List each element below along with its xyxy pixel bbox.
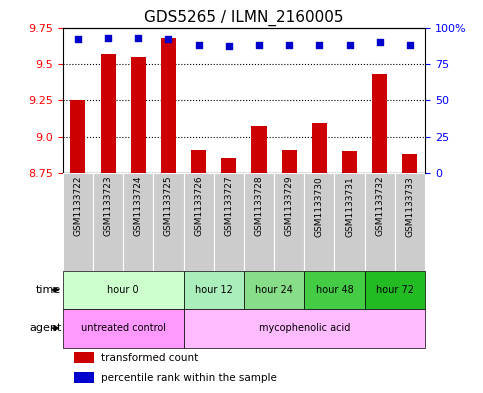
Text: time: time xyxy=(36,285,61,295)
Bar xyxy=(312,123,327,173)
Text: GSM1133730: GSM1133730 xyxy=(315,176,324,237)
Bar xyxy=(100,54,115,173)
Bar xyxy=(131,57,146,173)
Bar xyxy=(191,150,206,173)
Point xyxy=(195,42,202,48)
Bar xyxy=(252,127,267,173)
Text: hour 72: hour 72 xyxy=(376,285,414,295)
Bar xyxy=(154,173,184,271)
Text: hour 12: hour 12 xyxy=(195,285,233,295)
Text: GSM1133724: GSM1133724 xyxy=(134,176,143,236)
Bar xyxy=(71,100,85,173)
Bar xyxy=(63,309,184,348)
Bar xyxy=(123,173,154,271)
Title: GDS5265 / ILMN_2160005: GDS5265 / ILMN_2160005 xyxy=(144,10,344,26)
Bar xyxy=(365,271,425,309)
Text: untreated control: untreated control xyxy=(81,323,166,333)
Bar xyxy=(244,173,274,271)
Bar xyxy=(342,151,357,173)
Bar xyxy=(395,173,425,271)
Text: transformed count: transformed count xyxy=(101,353,198,363)
Bar xyxy=(73,372,94,383)
Bar xyxy=(334,173,365,271)
Text: GSM1133732: GSM1133732 xyxy=(375,176,384,237)
Bar xyxy=(93,173,123,271)
Bar xyxy=(63,173,93,271)
Text: GSM1133726: GSM1133726 xyxy=(194,176,203,237)
Bar xyxy=(365,173,395,271)
Text: GSM1133722: GSM1133722 xyxy=(73,176,83,236)
Text: GSM1133725: GSM1133725 xyxy=(164,176,173,237)
Bar xyxy=(274,173,304,271)
Point xyxy=(104,35,112,41)
Point xyxy=(406,42,414,48)
Bar xyxy=(184,173,213,271)
Bar xyxy=(304,173,334,271)
Text: GSM1133729: GSM1133729 xyxy=(284,176,294,237)
Text: hour 0: hour 0 xyxy=(107,285,139,295)
Point xyxy=(165,36,172,42)
Text: GSM1133731: GSM1133731 xyxy=(345,176,354,237)
Point xyxy=(376,39,384,45)
Bar xyxy=(184,271,244,309)
Point xyxy=(285,42,293,48)
Bar xyxy=(221,158,236,173)
Text: GSM1133727: GSM1133727 xyxy=(224,176,233,237)
Point xyxy=(315,42,323,48)
Text: hour 48: hour 48 xyxy=(315,285,354,295)
Bar xyxy=(244,271,304,309)
Text: GSM1133733: GSM1133733 xyxy=(405,176,414,237)
Bar xyxy=(282,150,297,173)
Text: GSM1133728: GSM1133728 xyxy=(255,176,264,237)
Bar xyxy=(73,352,94,364)
Bar xyxy=(184,309,425,348)
Bar xyxy=(304,271,365,309)
Bar xyxy=(161,38,176,173)
Point xyxy=(346,42,354,48)
Bar xyxy=(372,74,387,173)
Text: percentile rank within the sample: percentile rank within the sample xyxy=(101,373,277,382)
Bar xyxy=(213,173,244,271)
Point xyxy=(225,43,233,50)
Point xyxy=(74,36,82,42)
Text: mycophenolic acid: mycophenolic acid xyxy=(258,323,350,333)
Bar xyxy=(63,271,184,309)
Bar xyxy=(402,154,417,173)
Text: GSM1133723: GSM1133723 xyxy=(103,176,113,237)
Text: hour 24: hour 24 xyxy=(255,285,293,295)
Point xyxy=(134,35,142,41)
Point xyxy=(255,42,263,48)
Text: agent: agent xyxy=(29,323,61,333)
